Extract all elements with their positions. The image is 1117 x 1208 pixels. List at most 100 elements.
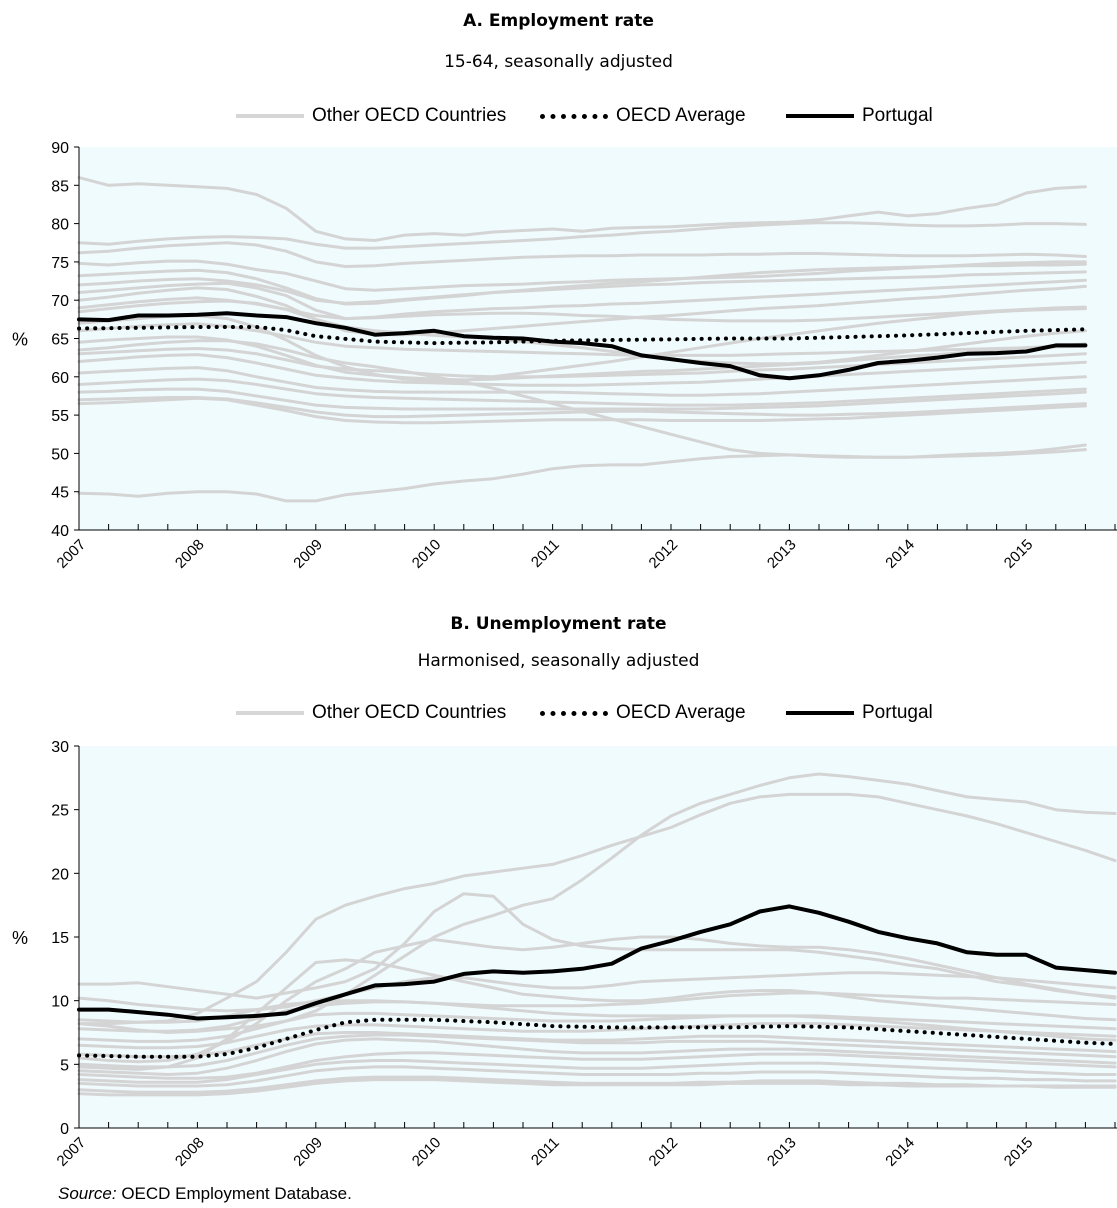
other-country-line [77, 1000, 1117, 1033]
y-tick-label: 5 [60, 1057, 69, 1074]
legend-item-avg: OECD Average [540, 698, 746, 728]
other-oecd-countries-lines [77, 176, 1087, 503]
legend-label-avg: OECD Average [616, 702, 746, 723]
other-country-line [77, 935, 1117, 1064]
legend-label-portugal: Portugal [862, 702, 933, 723]
y-tick-label: 15 [51, 930, 69, 947]
other-country-line [77, 396, 1087, 419]
x-tick-label: 2011 [528, 1134, 563, 1169]
legend-label-portugal: Portugal [862, 105, 933, 126]
legend-item-other: Other OECD Countries [236, 698, 506, 728]
y-tick-label: 0 [60, 1121, 69, 1138]
legend-item-portugal: Portugal [786, 101, 933, 131]
x-tick-label: 2015 [1001, 1134, 1037, 1170]
x-tick-label: 2012 [646, 536, 682, 572]
oecd-average-line [77, 325, 1088, 346]
other-country-line [77, 221, 1087, 250]
other-country-line [77, 387, 1087, 411]
other-country-line [77, 284, 1087, 337]
x-tick-label: 2014 [882, 1134, 918, 1170]
legend-swatch-other [236, 711, 304, 715]
y-axis-label: % [12, 928, 28, 948]
x-tick-label: 2008 [172, 1134, 208, 1170]
legend: Other OECD Countries OECD Average Portug… [0, 101, 1117, 131]
x-tick-label: 2009 [290, 1134, 326, 1170]
x-tick-label: 2010 [409, 1134, 445, 1170]
y-tick-label: 60 [51, 370, 69, 387]
other-country-line [77, 270, 1087, 305]
portugal-line [77, 311, 1088, 381]
other-oecd-countries-lines [77, 772, 1117, 1097]
other-country-line [77, 347, 1087, 379]
x-tick-label: 2012 [646, 1134, 682, 1170]
y-tick-label: 30 [51, 739, 69, 756]
plot-area [79, 147, 1117, 530]
x-tick-label: 2013 [764, 536, 800, 572]
y-tick-label: 85 [51, 178, 69, 195]
other-country-line [77, 366, 1087, 397]
y-tick-label: 25 [51, 803, 69, 820]
x-tick-label: 2007 [54, 536, 90, 572]
legend-swatch-avg [540, 113, 608, 119]
x-tick-label: 2009 [290, 536, 326, 572]
other-country-line [77, 1037, 1117, 1076]
other-country-line [77, 322, 1087, 357]
y-tick-label: 50 [51, 446, 69, 463]
other-country-line [77, 241, 1087, 268]
legend-swatch-other [236, 114, 304, 118]
legend-swatch-avg [540, 710, 608, 716]
other-country-line [77, 892, 1117, 1000]
unemployment-rate-panel: B. Unemployment rate Harmonised, seasona… [0, 608, 1117, 1178]
other-country-line [77, 307, 1087, 383]
unemployment-rate-chart: 0 5 10 15 20 25 30% 2007 2008 2009 2010 2011 2012 201… [12, 739, 1117, 1170]
x-tick-label: 2010 [409, 536, 445, 572]
source-note: Source: OECD Employment Database. [58, 1184, 352, 1204]
other-country-line [77, 262, 1087, 306]
other-country-line [77, 1022, 1117, 1050]
y-axis-label: % [12, 330, 28, 350]
legend-swatch-portugal [786, 114, 854, 118]
y-tick-label: 65 [51, 332, 69, 349]
other-country-line [77, 176, 1087, 242]
other-country-line [77, 1059, 1117, 1084]
employment-rate-chart: 40 45 50 55 60 65 70 75 80 85 90% 2007 2008 2009 2010 2… [12, 140, 1117, 572]
legend-swatch-portugal [786, 711, 854, 715]
legend-label-avg: OECD Average [616, 105, 746, 126]
source-label: Source: [58, 1184, 117, 1203]
y-tick-label: 10 [51, 994, 69, 1011]
chart-title: B. Unemployment rate [450, 614, 667, 634]
other-country-line [77, 278, 1087, 321]
y-tick-label: 40 [51, 523, 69, 540]
x-tick-label: 2015 [1001, 536, 1037, 572]
chart-title: A. Employment rate [463, 11, 654, 31]
legend-item-portugal: Portugal [786, 698, 933, 728]
other-country-line [77, 377, 1087, 407]
portugal-line [77, 904, 1117, 1021]
chart-subtitle: 15-64, seasonally adjusted [444, 52, 673, 72]
other-country-line [77, 991, 1117, 1024]
other-country-line [77, 1011, 1117, 1043]
chart-subtitle: Harmonised, seasonally adjusted [417, 651, 700, 671]
legend: Other OECD Countries OECD Average Portug… [0, 698, 1117, 728]
y-tick-label: 70 [51, 293, 69, 310]
oecd-average-line [77, 1017, 1117, 1059]
other-country-line [77, 792, 1117, 1026]
x-tick-label: 2008 [172, 536, 208, 572]
x-tick-label: 2011 [528, 536, 563, 571]
employment-rate-panel: A. Employment rate 15-64, seasonally adj… [0, 0, 1117, 590]
legend-item-avg: OECD Average [540, 101, 746, 131]
x-tick-label: 2013 [764, 1134, 800, 1170]
source-text: OECD Employment Database. [116, 1184, 352, 1203]
y-tick-label: 45 [51, 485, 69, 502]
y-tick-label: 75 [51, 255, 69, 272]
other-country-line [77, 1033, 1117, 1069]
y-tick-label: 55 [51, 408, 69, 425]
other-country-line [77, 1031, 1117, 1059]
other-country-line [77, 396, 1087, 425]
legend-label-other: Other OECD Countries [312, 105, 507, 126]
legend-label-other: Other OECD Countries [312, 702, 507, 723]
y-tick-label: 20 [51, 866, 69, 883]
other-country-line [77, 1065, 1117, 1088]
y-tick-label: 90 [51, 140, 69, 157]
legend-item-other: Other OECD Countries [236, 101, 506, 131]
